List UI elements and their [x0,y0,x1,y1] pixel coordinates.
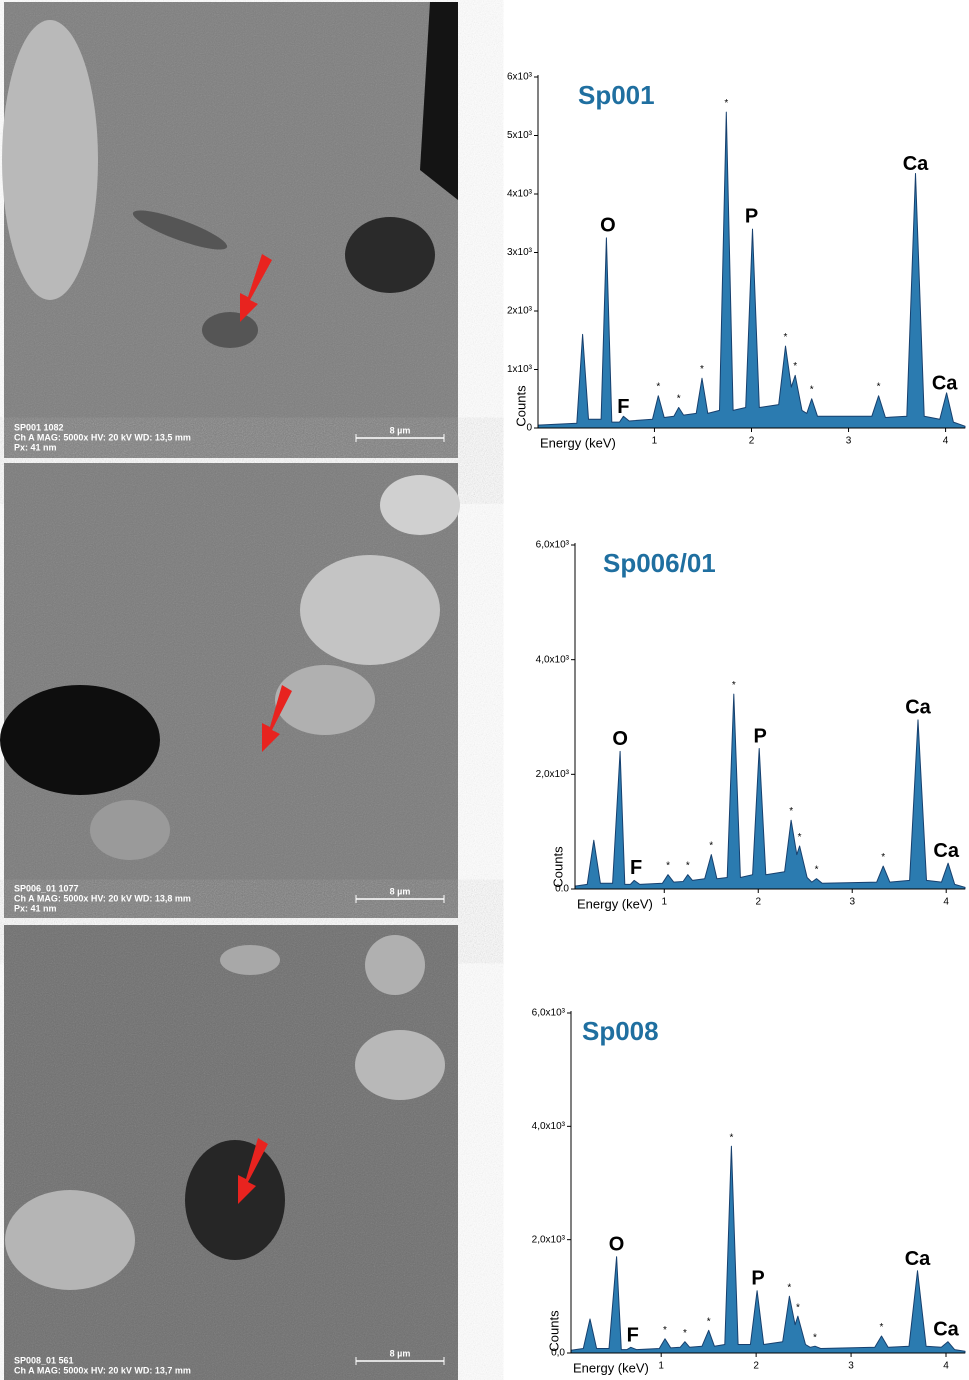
peak-marker: * [813,1332,817,1343]
sem-image [0,463,460,918]
y-tick-label: 4x10³ [507,189,533,200]
x-tick-label: 1 [661,897,667,908]
y-tick-label: 2,0x10³ [532,1234,566,1245]
peak-marker: * [881,852,885,863]
image-caption: SP001 1082 [14,422,64,432]
chart-title: Sp008 [582,1016,659,1046]
element-label: O [612,728,628,750]
y-tick-label: 6,0x10³ [532,1008,566,1019]
x-tick-label: 2 [749,436,755,447]
element-label: Ca [905,1248,931,1270]
chart-title: Sp001 [578,80,655,110]
sem-image [2,2,458,458]
peak-marker: * [815,865,819,876]
chart: 0.0 2,0x10³ 4,0x10³ 6,0x10³ 1 2 3 4 Energy (keV)… [536,540,966,911]
x-tick-label: 1 [658,1361,664,1372]
y-tick-label: 0.0 [555,884,569,895]
peak-marker: * [879,1322,883,1333]
peak-marker: * [677,393,681,404]
chart: 0,0 2,0x10³ 4,0x10³ 6,0x10³ 1 2 3 4 Energy (keV)… [532,1008,966,1375]
y-tick-label: 5x10³ [507,130,533,141]
peak-marker: * [683,1328,687,1339]
x-tick-label: 2 [753,1361,759,1372]
x-axis-label: Energy (keV) [573,1360,649,1375]
x-tick-label: 4 [943,1361,949,1372]
peak-marker: * [709,841,713,852]
y-tick-label: 0 [526,423,532,434]
peak-marker: * [784,332,788,343]
element-label: Ca [905,697,931,719]
peak-marker: * [666,861,670,872]
y-axis-label: Counts [513,385,528,427]
image-caption: Ch A MAG: 5000x HV: 20 kV WD: 13,5 mm [14,432,191,442]
element-label: Ca [932,372,958,394]
peak-marker: * [789,806,793,817]
element-label: F [630,857,642,879]
element-label: Ca [933,840,959,862]
peak-marker: * [798,832,802,843]
element-label: P [751,1268,764,1290]
scale-label: 8 µm [390,1348,411,1358]
spectrum-area [570,1145,966,1354]
y-tick-label: 6x10³ [507,72,533,83]
peak-marker: * [700,364,704,375]
y-tick-label: 6,0x10³ [536,540,570,551]
y-tick-label: 4,0x10³ [532,1121,566,1132]
peak-marker: * [793,361,797,372]
spectrum-area [574,693,966,890]
x-tick-label: 1 [652,436,658,447]
chart-title: Sp006/01 [603,548,716,578]
sem-image [4,925,458,1380]
x-tick-label: 3 [846,436,852,447]
y-tick-label: 3x10³ [507,247,533,258]
image-caption: Ch A MAG: 5000x HV: 20 kV WD: 13,8 mm [14,893,191,903]
y-tick-label: 1x10³ [507,364,533,375]
x-tick-label: 3 [849,897,855,908]
y-tick-label: 2x10³ [507,306,533,317]
x-axis-label: Energy (keV) [577,896,653,911]
element-label: P [745,206,758,228]
peak-marker: * [787,1282,791,1293]
image-caption: Px: 41 nm [14,442,57,452]
image-caption: Ch A MAG: 5000x HV: 20 kV WD: 13,7 mm [14,1365,191,1375]
y-axis-label: Counts [550,846,565,888]
peak-marker: * [810,385,814,396]
peak-marker: * [796,1302,800,1313]
element-label: F [617,396,629,418]
spectrum-area [537,111,966,429]
y-tick-label: 2,0x10³ [536,769,570,780]
element-label: O [600,214,616,236]
peak-marker: * [686,861,690,872]
y-axis-label: Counts [546,1310,561,1352]
peak-marker: * [729,1132,733,1143]
x-tick-label: 3 [848,1361,854,1372]
image-caption: SP006_01 1077 [14,883,79,893]
element-label: O [609,1234,625,1256]
peak-marker: * [724,98,728,109]
chart: 0 1x10³ 2x10³ 3x10³ 4x10³ 5x10³ 6x10³ 1 2 3 4 Energ… [507,72,966,450]
y-tick-label: 4,0x10³ [536,654,570,665]
element-label: P [753,725,766,747]
peak-marker: * [877,382,881,393]
image-caption: SP008_01 561 [14,1355,74,1365]
peak-marker: * [732,680,736,691]
x-axis-label: Energy (keV) [540,435,616,450]
scale-label: 8 µm [390,886,411,896]
element-label: Ca [903,153,929,175]
y-tick-label: 0,0 [551,1348,565,1359]
element-label: Ca [933,1319,959,1341]
element-label: F [627,1324,639,1346]
peak-marker: * [656,382,660,393]
x-tick-label: 4 [943,897,949,908]
image-caption: Px: 41 nm [14,903,57,913]
x-tick-label: 2 [755,897,761,908]
x-tick-label: 4 [943,436,949,447]
peak-marker: * [707,1316,711,1327]
scale-label: 8 µm [390,425,411,435]
peak-marker: * [663,1325,667,1336]
